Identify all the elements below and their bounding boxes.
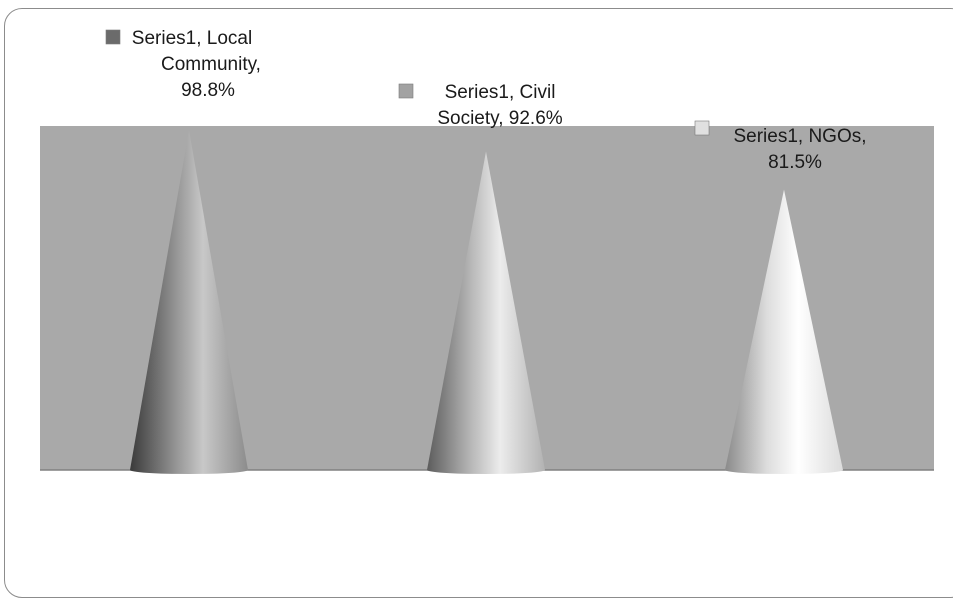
data-label-civil-society: Series1, Civil Society, 92.6%: [437, 82, 562, 129]
data-label-line: Series1, Local: [132, 28, 252, 49]
cone-chart: Series1, Local Community, 98.8% Series1, Ci…: [40, 28, 934, 474]
legend-key-local-community: [105, 29, 121, 45]
data-label-line: 98.8%: [181, 80, 235, 101]
data-label-line: Series1, Civil: [445, 82, 556, 103]
legend-key-civil-society: [398, 83, 414, 99]
legend-key-ngos: [694, 120, 710, 136]
data-label-local-community: Series1, Local Community, 98.8%: [132, 28, 261, 101]
data-label-line: Community,: [161, 54, 261, 75]
cone-ngos: [725, 189, 843, 474]
cone-civil-society: [427, 151, 545, 474]
data-label-ngos: Series1, NGOs, 81.5%: [733, 126, 866, 173]
data-label-line: 81.5%: [768, 152, 822, 173]
data-label-line: Society, 92.6%: [437, 108, 562, 129]
data-label-line: Series1, NGOs,: [733, 126, 866, 147]
data-labels: Series1, Local Community, 98.8% Series1, Ci…: [105, 28, 867, 173]
cone-series: [130, 130, 843, 474]
cone-local-community: [130, 130, 248, 474]
